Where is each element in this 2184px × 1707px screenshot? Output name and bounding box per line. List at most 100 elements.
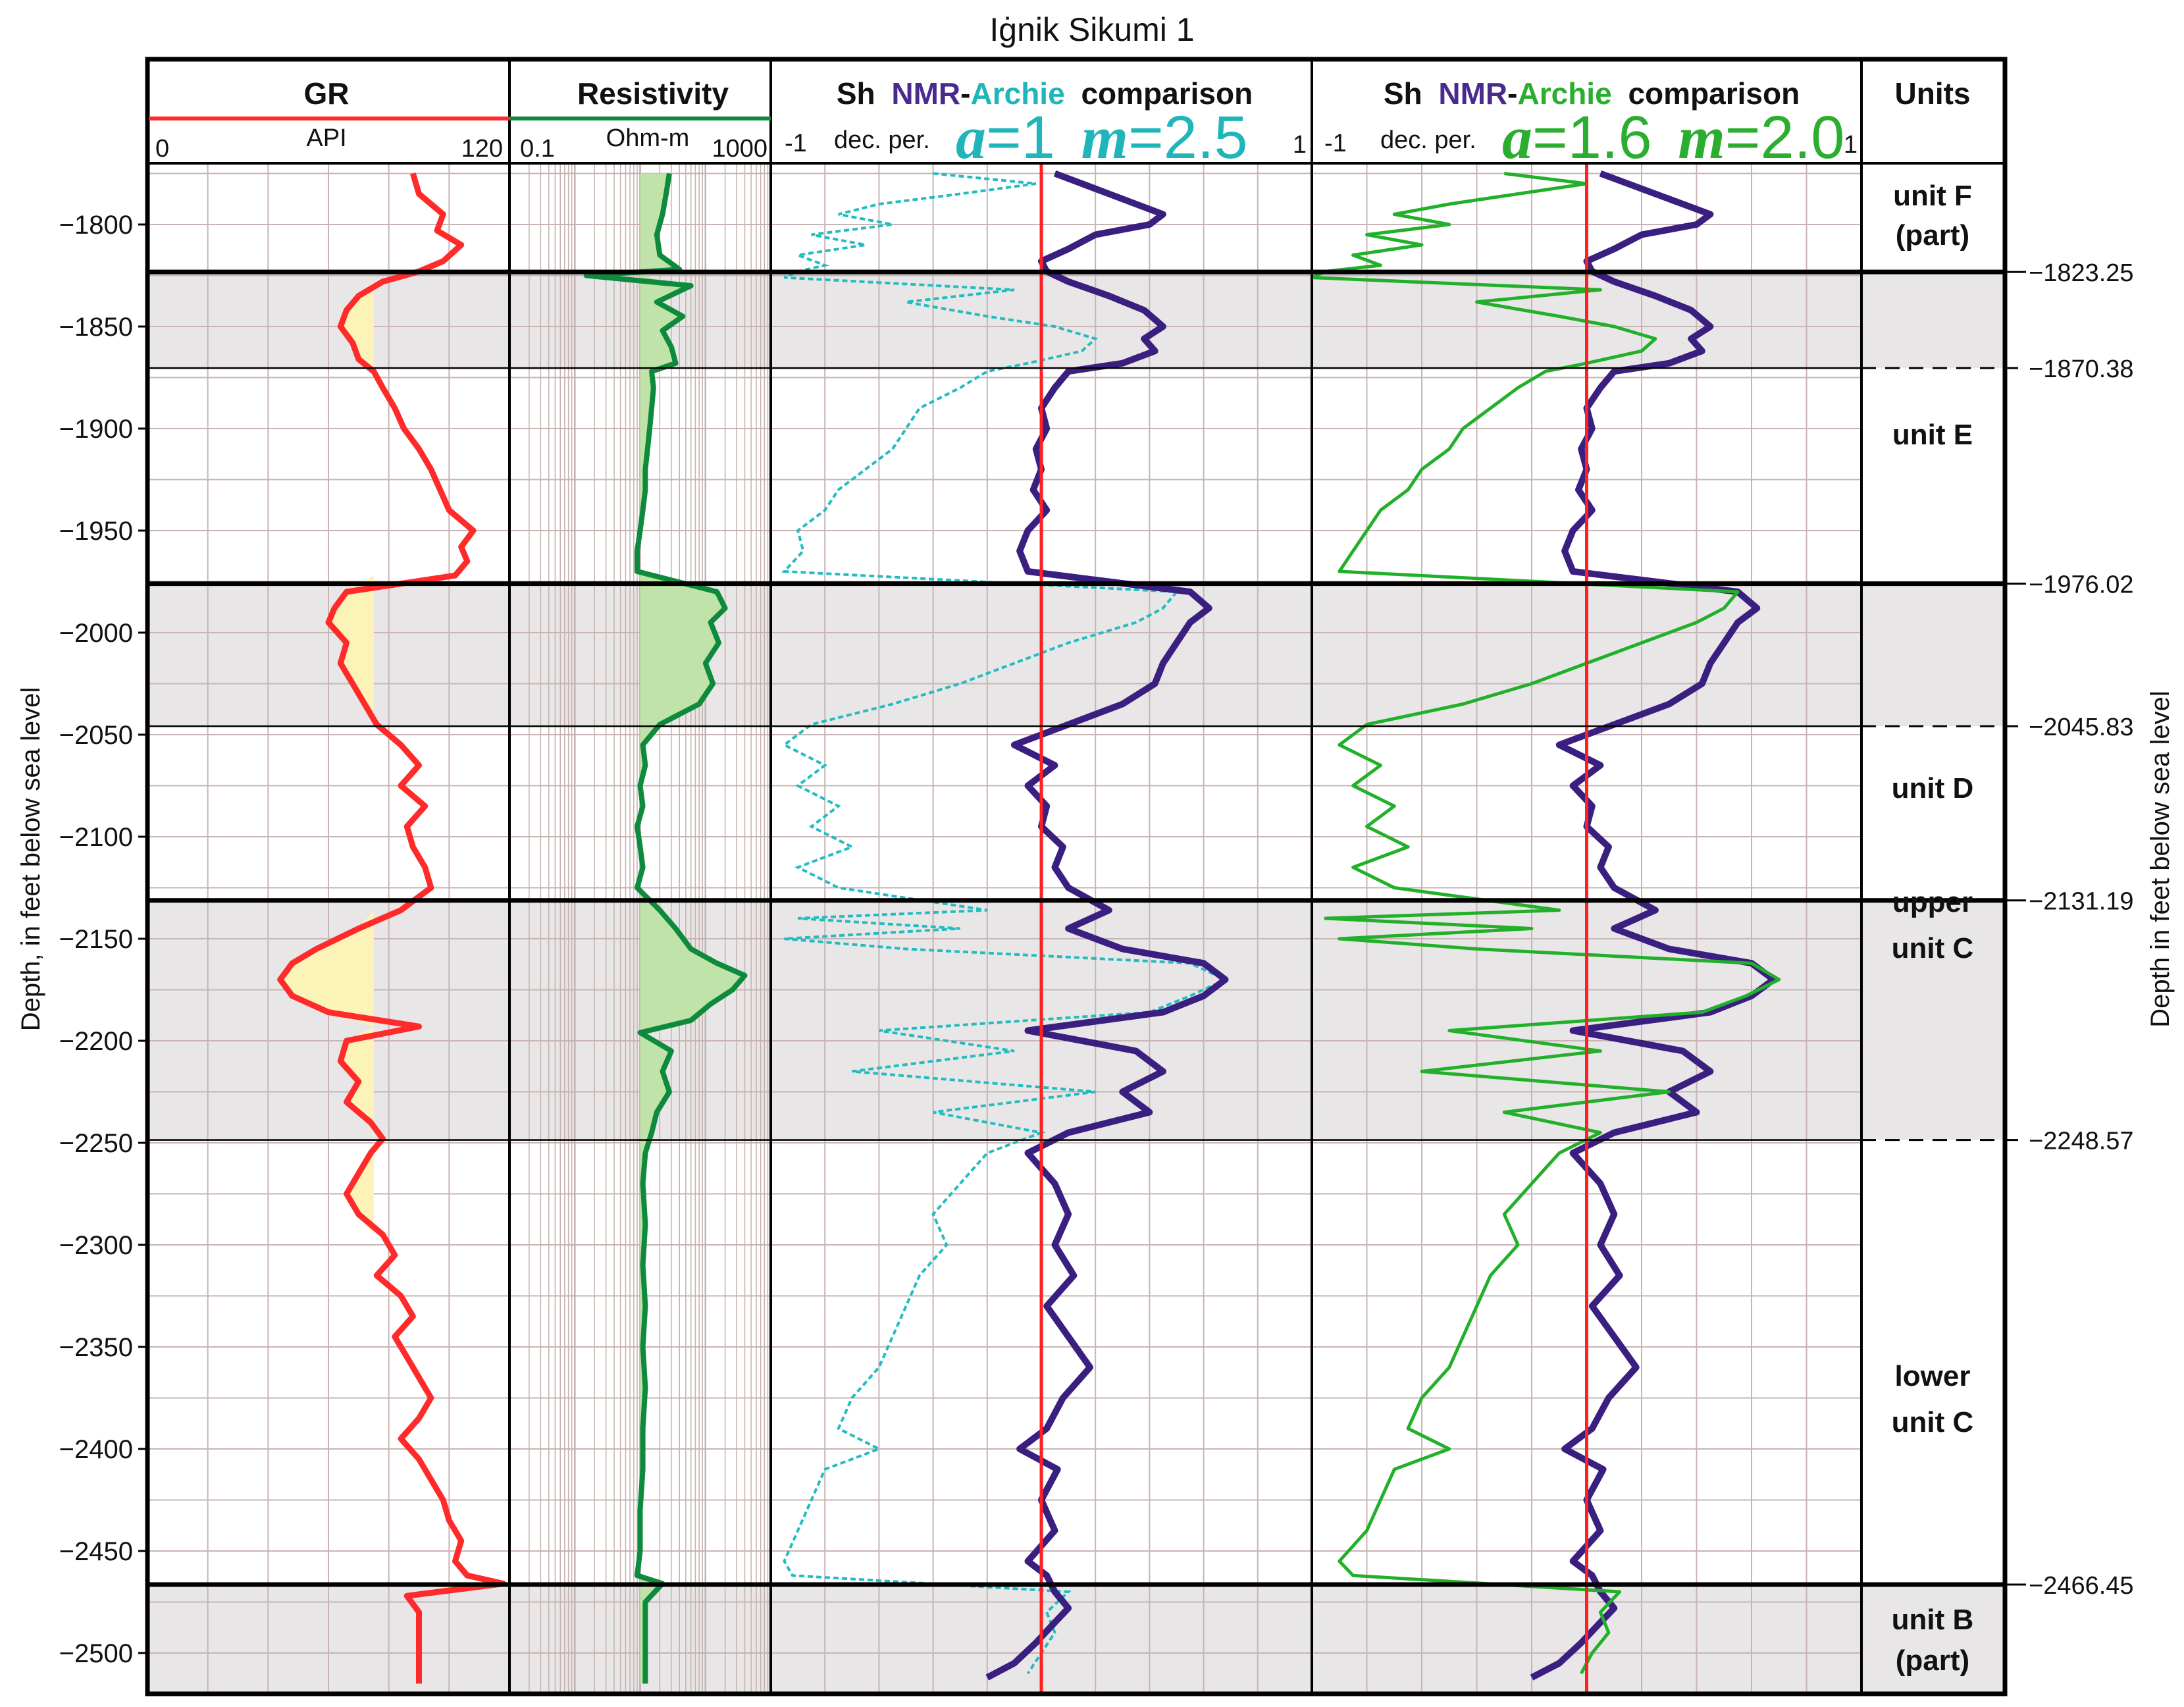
depth-tick-label: −2150 bbox=[59, 925, 133, 954]
zone-shading bbox=[147, 272, 2005, 1694]
gr-unit-label: API bbox=[306, 124, 346, 152]
cmp1-m-val: =2.5 bbox=[1128, 104, 1248, 171]
cmp2-a-sym: a bbox=[1502, 104, 1532, 171]
unit-label-line2: (part) bbox=[1896, 219, 1969, 251]
cmp1-track-header: Sh NMR-Archie comparison -1 dec. per. 1 … bbox=[785, 76, 1307, 171]
boundary-depth-label: −1823.25 bbox=[2029, 259, 2134, 287]
boundary-depth-label: −2248.57 bbox=[2029, 1128, 2134, 1155]
boundary-depth-labels: −1823.25 −1870.38 −1976.02 −2045.83 −2131.19… bbox=[2029, 259, 2134, 1600]
archie-a16-curve bbox=[1310, 172, 1781, 1675]
cmp1-unit-label: dec. per. bbox=[834, 126, 930, 154]
zone-boundaries bbox=[147, 269, 2026, 1587]
depth-tick-label: −2250 bbox=[59, 1129, 133, 1158]
res-max-label: 1000 bbox=[712, 135, 767, 163]
res-fill bbox=[640, 173, 745, 1684]
resistivity-track-header: Resistivity Ohm-m 0.1 1000 bbox=[509, 76, 771, 163]
cmp1-a-sym: a bbox=[956, 104, 986, 171]
right-axis-label: Depth in feet below sea level bbox=[2146, 691, 2175, 1027]
gr-fill bbox=[280, 173, 374, 1684]
boundary-depth-label: −2045.83 bbox=[2029, 714, 2134, 741]
depth-tick-label: −2350 bbox=[59, 1333, 133, 1362]
depth-tick-label: −1850 bbox=[59, 313, 133, 342]
gr-min-label: 0 bbox=[155, 135, 169, 163]
depth-tick-label: −1950 bbox=[59, 517, 133, 546]
depth-tick-label: −2300 bbox=[59, 1231, 133, 1260]
depth-tick-label: −1800 bbox=[59, 211, 133, 240]
depth-tick-label: −2450 bbox=[59, 1537, 133, 1566]
chart-title: Iġnik Sikumi 1 bbox=[989, 11, 1194, 48]
res-unit-label: Ohm-m bbox=[606, 124, 690, 152]
cmp1-m-sym: m bbox=[1081, 104, 1128, 171]
unit-label-line2: unit C bbox=[1892, 932, 1974, 964]
log-curves bbox=[277, 163, 1781, 1694]
cmp1-a-val: =1 bbox=[986, 104, 1055, 171]
cmp2-m-val: =2.0 bbox=[1725, 104, 1845, 171]
cmp2-title-nmr: NMR bbox=[1438, 76, 1507, 111]
depth-tick-label: −2200 bbox=[59, 1027, 133, 1056]
gr-track-title: GR bbox=[304, 76, 350, 111]
cmp2-m-sym: m bbox=[1678, 104, 1725, 171]
track-frame bbox=[145, 57, 2008, 1696]
shaded-zone bbox=[1861, 1584, 2005, 1694]
depth-axis: −1800 −1850 −1900 −1950 −2000 −2050 −2100 −2150… bbox=[59, 211, 147, 1668]
unit-label-line1: unit B bbox=[1892, 1604, 1974, 1636]
resistivity-curve bbox=[583, 172, 748, 1684]
units-track-title: Units bbox=[1895, 76, 1971, 111]
cmp1-title-sh: Sh bbox=[837, 76, 875, 111]
boundary-depth-label: −2466.45 bbox=[2029, 1572, 2134, 1600]
unit-label-d: unit D bbox=[1892, 772, 1974, 804]
cmp2-title-sh: Sh bbox=[1384, 76, 1422, 111]
cmp2-title-archie: Archie bbox=[1517, 76, 1611, 111]
cmp2-title-dash: - bbox=[1507, 76, 1517, 111]
cmp1-title-rest: comparison bbox=[1081, 76, 1253, 111]
unit-label-line1: lower bbox=[1895, 1360, 1971, 1392]
unit-label-upper-c: upper unit C bbox=[1892, 886, 1974, 964]
gr-max-label: 120 bbox=[461, 135, 503, 163]
cmp2-title-rest: comparison bbox=[1628, 76, 1800, 111]
unit-label-line2: (part) bbox=[1896, 1644, 1969, 1677]
y-axis-label: Depth, in feet below sea level bbox=[16, 687, 45, 1032]
boundary-depth-label: −1870.38 bbox=[2029, 355, 2134, 383]
cutoff-fills bbox=[280, 173, 745, 1684]
shaded-zone bbox=[1861, 583, 2005, 727]
unit-labels: unit F (part) unit E unit D upper unit C… bbox=[1892, 180, 1974, 1677]
cmp2-a-val: =1.6 bbox=[1532, 104, 1652, 171]
boundary-depth-label: −2131.19 bbox=[2029, 888, 2134, 916]
cmp2-track-header: Sh NMR-Archie comparison -1 dec. per. 1 … bbox=[1324, 76, 1858, 171]
cmp1-max-label: 1 bbox=[1293, 131, 1307, 159]
depth-tick-label: −2050 bbox=[59, 721, 133, 750]
unit-label-f: unit F (part) bbox=[1893, 180, 1972, 251]
boundary-depth-label: −1976.02 bbox=[2029, 571, 2134, 599]
cmp1-params: a=1 m=2.5 bbox=[956, 104, 1248, 171]
cmp1-title-dash: - bbox=[960, 76, 970, 111]
unit-label-line1: unit D bbox=[1892, 772, 1974, 804]
gr-track-header: GR API 0 120 bbox=[149, 76, 509, 163]
cmp2-min-label: -1 bbox=[1324, 130, 1347, 157]
depth-tick-label: −2100 bbox=[59, 823, 133, 852]
outer-frame bbox=[145, 57, 2008, 1696]
gr-curve bbox=[277, 172, 507, 1684]
unit-label-line1: unit F bbox=[1893, 180, 1972, 212]
cmp2-params: a=1.6 m=2.0 bbox=[1502, 104, 1844, 171]
depth-tick-label: −2400 bbox=[59, 1435, 133, 1464]
unit-label-line1: unit E bbox=[1892, 419, 1973, 451]
track-grids bbox=[147, 163, 1861, 1694]
cmp1-title-archie: Archie bbox=[970, 76, 1064, 111]
unit-label-line2: unit C bbox=[1892, 1406, 1974, 1438]
shaded-zone bbox=[1861, 272, 2005, 369]
depth-tick-label: −1900 bbox=[59, 415, 133, 444]
unit-label-lower-c: lower unit C bbox=[1892, 1360, 1974, 1438]
cmp2-unit-label: dec. per. bbox=[1380, 126, 1476, 154]
depth-tick-label: −2500 bbox=[59, 1639, 133, 1668]
res-min-label: 0.1 bbox=[520, 135, 555, 163]
unit-label-b: unit B (part) bbox=[1892, 1604, 1974, 1677]
shaded-zone bbox=[1861, 900, 2005, 1140]
cmp2-max-label: 1 bbox=[1844, 131, 1858, 159]
cmp2-track-title: Sh NMR-Archie comparison bbox=[1384, 76, 1800, 111]
cmp1-track-title: Sh NMR-Archie comparison bbox=[837, 76, 1253, 111]
cmp1-title-nmr: NMR bbox=[891, 76, 960, 111]
cmp1-min-label: -1 bbox=[785, 130, 807, 157]
unit-label-line1: upper bbox=[1892, 886, 1973, 918]
unit-label-e: unit E bbox=[1892, 419, 1973, 451]
